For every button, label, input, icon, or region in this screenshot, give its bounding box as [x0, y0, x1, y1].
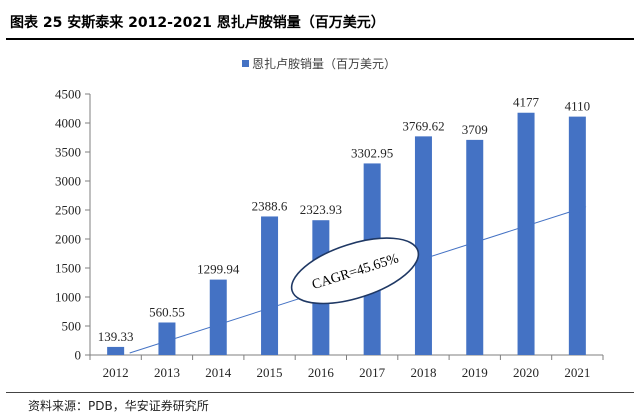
data-label-2014: 1299.94: [197, 262, 240, 277]
x-tick-label: 2014: [205, 365, 232, 380]
y-tick-label: 3000: [55, 174, 81, 189]
bar-chart: 恩扎卢胺销量（百万美元） 0 500 1000 1500 2000 2500 3000 350…: [55, 56, 604, 380]
data-label-2017: 3302.95: [351, 145, 393, 160]
y-tick-label: 1500: [55, 261, 81, 276]
data-labels: 139.33 560.55 1299.94 2388.6 2323.93 3302.95 3…: [98, 95, 590, 344]
data-label-2016: 2323.93: [300, 202, 342, 217]
y-tick-label: 0: [75, 348, 82, 363]
data-label-2012: 139.33: [98, 329, 134, 344]
x-tick-label: 2017: [359, 365, 386, 380]
data-label-2013: 560.55: [149, 304, 185, 319]
x-tick-label: 2020: [513, 365, 539, 380]
cagr-ellipse: [290, 237, 420, 305]
y-tick-label: 1000: [55, 290, 81, 305]
data-label-2019: 3709: [462, 122, 488, 137]
bar-2013: [158, 322, 176, 355]
y-tick-label: 500: [62, 319, 82, 334]
y-tick-label: 4500: [55, 87, 81, 102]
cagr-annotation: CAGR=45.65%: [129, 205, 587, 354]
bar-2014: [209, 279, 227, 355]
y-tick-label: 4000: [55, 116, 81, 131]
data-label-2018: 3769.62: [402, 118, 444, 133]
x-tick-label: 2021: [564, 365, 590, 380]
bar-2020: [517, 112, 535, 355]
x-tick-label: 2015: [257, 365, 283, 380]
figure-header: 图表 25 安斯泰来 2012-2021 恩扎卢胺销量（百万美元）: [6, 4, 634, 40]
x-tick-label: 2016: [308, 365, 335, 380]
legend-swatch: [242, 60, 249, 67]
x-tick-label: 2019: [462, 365, 488, 380]
figure-title: 图表 25 安斯泰来 2012-2021 恩扎卢胺销量（百万美元）: [10, 15, 385, 31]
legend-label: 恩扎卢胺销量（百万美元）: [252, 56, 396, 71]
data-label-2020: 4177: [513, 95, 540, 110]
bar-2019: [466, 139, 484, 355]
source-note: 资料来源：PDB，华安证券研究所: [28, 399, 209, 413]
y-axis-ticks: 0 500 1000 1500 2000 2500 3000 3500 4000 4500: [55, 87, 90, 363]
y-tick-label: 2500: [55, 203, 81, 218]
x-tick-label: 2013: [154, 365, 180, 380]
y-tick-label: 3500: [55, 145, 81, 160]
y-tick-label: 2000: [55, 232, 81, 247]
x-tick-label: 2018: [410, 365, 436, 380]
x-tick-label: 2012: [103, 365, 129, 380]
chart-legend: 恩扎卢胺销量（百万美元）: [242, 56, 396, 71]
bar-2018: [414, 136, 432, 355]
bar-2015: [261, 216, 279, 355]
data-label-2021: 4110: [565, 99, 591, 114]
x-axis-ticks: 2012 2013 2014 2015 2016 2017 2018 2019 2020 2021: [89, 355, 604, 380]
bottom-rule: [6, 392, 634, 393]
data-label-2015: 2388.6: [252, 198, 288, 213]
bar-2012: [107, 346, 125, 355]
bar-2021: [568, 116, 586, 356]
